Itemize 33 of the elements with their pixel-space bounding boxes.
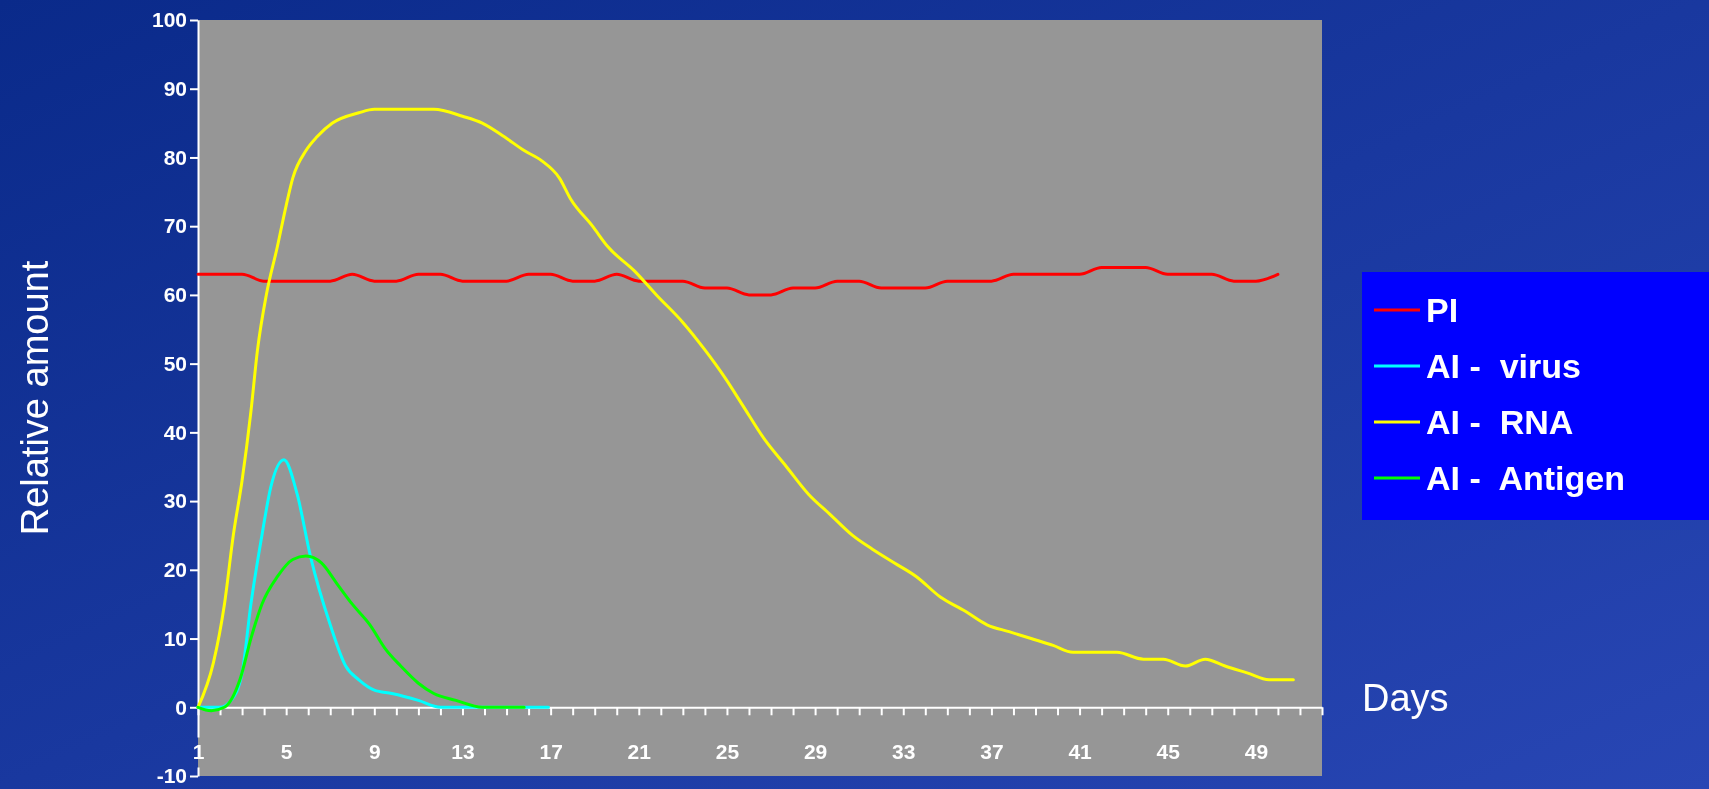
y-tick-label: -10 bbox=[156, 764, 187, 788]
x-tick-label: 41 bbox=[1068, 740, 1093, 764]
x-tick-label: 33 bbox=[892, 740, 916, 764]
y-axis-title: Relative amount bbox=[14, 260, 56, 536]
x-tick-label: 9 bbox=[368, 740, 381, 764]
y-tick-label: 10 bbox=[163, 626, 187, 650]
x-tick-label: 25 bbox=[715, 740, 740, 764]
x-tick-label: 45 bbox=[1156, 740, 1181, 764]
y-tick-label: 90 bbox=[163, 76, 187, 100]
legend-label: AI - virus bbox=[1426, 346, 1581, 385]
x-tick-label: 5 bbox=[280, 740, 293, 764]
legend-label: AI - Antigen bbox=[1426, 458, 1625, 497]
y-tick-label: 60 bbox=[163, 283, 187, 307]
line-series bbox=[196, 554, 526, 713]
legend-label: PI bbox=[1426, 290, 1459, 329]
x-axis-title: Days bbox=[1362, 676, 1449, 719]
x-tick-label: 29 bbox=[803, 740, 828, 764]
legend-label: AI - RNA bbox=[1426, 402, 1574, 441]
x-tick-label: 37 bbox=[980, 740, 1004, 764]
x-tick-label: 17 bbox=[539, 740, 563, 764]
y-tick-label: 70 bbox=[163, 214, 187, 238]
y-tick-label: 20 bbox=[163, 558, 187, 582]
x-tick-label: 13 bbox=[451, 740, 475, 764]
y-tick-label: 100 bbox=[151, 8, 187, 32]
y-tick-label: 30 bbox=[163, 489, 187, 513]
y-tick-label: 50 bbox=[163, 351, 187, 375]
x-tick-label: 49 bbox=[1244, 740, 1269, 764]
y-tick-label: 0 bbox=[175, 695, 187, 719]
x-tick-label: 21 bbox=[627, 740, 652, 764]
y-tick-label: 80 bbox=[163, 145, 187, 169]
y-tick-label: 40 bbox=[163, 420, 187, 444]
line-series bbox=[196, 265, 1280, 297]
line-series bbox=[196, 107, 1295, 709]
